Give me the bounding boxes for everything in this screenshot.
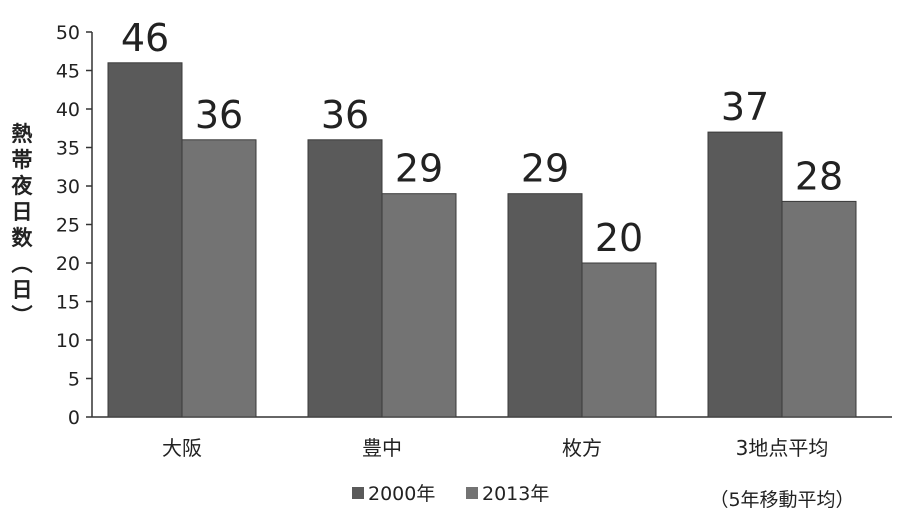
bar-series2 bbox=[781, 200, 857, 418]
y-tick-label: 10 bbox=[56, 330, 80, 352]
legend-swatch bbox=[352, 487, 364, 499]
category-label: 3地点平均 bbox=[736, 436, 829, 460]
legend-label: 2013年 bbox=[482, 483, 549, 505]
bar-series1 bbox=[307, 139, 383, 418]
y-tick-label: 20 bbox=[56, 253, 80, 275]
legend: 2000年 2013年 bbox=[352, 483, 549, 505]
legend-label: 2000年 bbox=[368, 483, 435, 505]
data-label: 36 bbox=[321, 93, 369, 137]
y-tick-label: 35 bbox=[56, 138, 80, 160]
bar-series2 bbox=[381, 193, 457, 418]
y-axis-label-char: 夜 bbox=[11, 174, 34, 198]
y-axis-label-char: 数 bbox=[12, 226, 34, 250]
bar-series1 bbox=[107, 62, 183, 418]
bar-series1 bbox=[707, 131, 783, 418]
bars bbox=[107, 62, 857, 418]
data-label: 37 bbox=[721, 85, 769, 129]
y-axis-label-char: 日 bbox=[12, 200, 33, 224]
category-note: （5年移動平均） bbox=[709, 489, 854, 511]
y-tick-label: 5 bbox=[68, 369, 80, 391]
y-tick-label: 15 bbox=[56, 292, 80, 314]
y-tick-label: 30 bbox=[56, 176, 80, 198]
y-tick-labels: 0 5 10 15 20 25 30 35 40 45 50 bbox=[56, 22, 92, 429]
legend-swatch bbox=[466, 487, 478, 499]
category-labels: 大阪 豊中 枚方 3地点平均 （5年移動平均） bbox=[162, 436, 855, 511]
y-axis-label-char: （ bbox=[9, 253, 33, 274]
value-labels: 46 36 36 29 29 20 37 28 bbox=[121, 16, 843, 260]
y-tick-label: 45 bbox=[56, 61, 80, 83]
data-label: 29 bbox=[521, 147, 569, 191]
bar-series2 bbox=[181, 139, 257, 418]
category-label: 豊中 bbox=[362, 436, 402, 460]
category-label: 大阪 bbox=[162, 436, 202, 460]
y-tick-label: 40 bbox=[56, 99, 80, 121]
y-axis-label-char: 帯 bbox=[12, 148, 33, 172]
data-label: 20 bbox=[595, 216, 643, 260]
y-tick-label: 0 bbox=[68, 407, 80, 429]
bar-series2 bbox=[581, 262, 657, 418]
y-axis-label-char: 熱 bbox=[12, 122, 33, 146]
data-label: 36 bbox=[195, 93, 243, 137]
data-label: 46 bbox=[121, 16, 169, 60]
y-axis-label-char: 日 bbox=[12, 278, 33, 302]
y-tick-label: 50 bbox=[56, 22, 80, 44]
category-label: 枚方 bbox=[562, 436, 602, 460]
y-tick-label: 25 bbox=[56, 215, 80, 237]
y-axis-label-char: ） bbox=[9, 305, 33, 326]
data-label: 28 bbox=[795, 154, 843, 198]
data-label: 29 bbox=[395, 147, 443, 191]
bar-series1 bbox=[507, 193, 583, 418]
